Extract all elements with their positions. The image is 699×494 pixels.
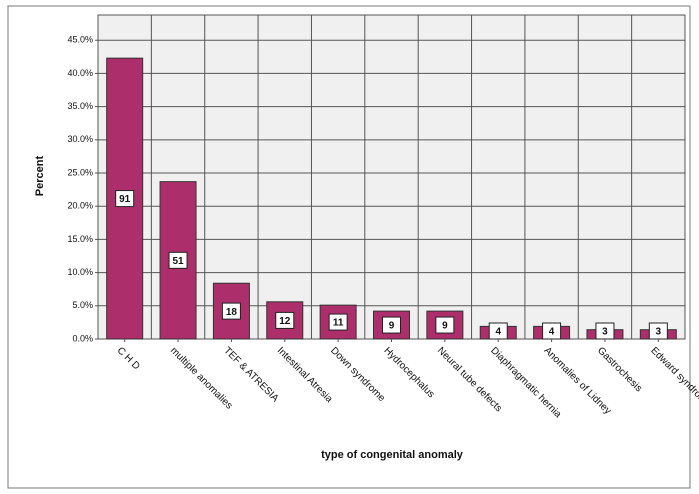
data-label-box: [435, 316, 455, 334]
y-tick-label: 40.0%: [67, 68, 93, 78]
data-label: 9: [389, 321, 395, 332]
y-tick-label: 5.0%: [72, 300, 93, 310]
bar: [319, 304, 357, 340]
data-label: 9: [442, 321, 448, 332]
data-label: 91: [119, 194, 131, 205]
y-tick-label: 0.0%: [72, 333, 93, 343]
data-label: 3: [602, 327, 608, 338]
y-tick-label: 10.0%: [67, 267, 93, 277]
data-label-box: [382, 316, 401, 334]
data-label: 12: [279, 316, 291, 327]
y-tick-label: 15.0%: [67, 234, 93, 244]
data-label-box: [168, 251, 188, 269]
data-label: 4: [495, 327, 501, 338]
data-label-box: [275, 311, 295, 329]
data-label: 3: [656, 327, 662, 338]
data-label-box: [221, 302, 241, 320]
data-label: 11: [333, 318, 344, 329]
x-axis-title: type of congenital anomaly: [321, 449, 464, 461]
data-label-box: [328, 313, 348, 331]
y-tick-label: 30.0%: [67, 134, 93, 144]
y-tick-label: 45.0%: [67, 35, 93, 45]
y-axis-title: Percent: [34, 155, 46, 196]
y-tick-label: 25.0%: [67, 167, 93, 177]
data-label: 4: [549, 327, 555, 338]
y-tick-label: 20.0%: [67, 201, 93, 211]
y-tick-label: 35.0%: [67, 101, 93, 111]
data-label-box: [115, 190, 135, 208]
data-label: 18: [226, 307, 238, 318]
data-label: 51: [172, 256, 184, 267]
